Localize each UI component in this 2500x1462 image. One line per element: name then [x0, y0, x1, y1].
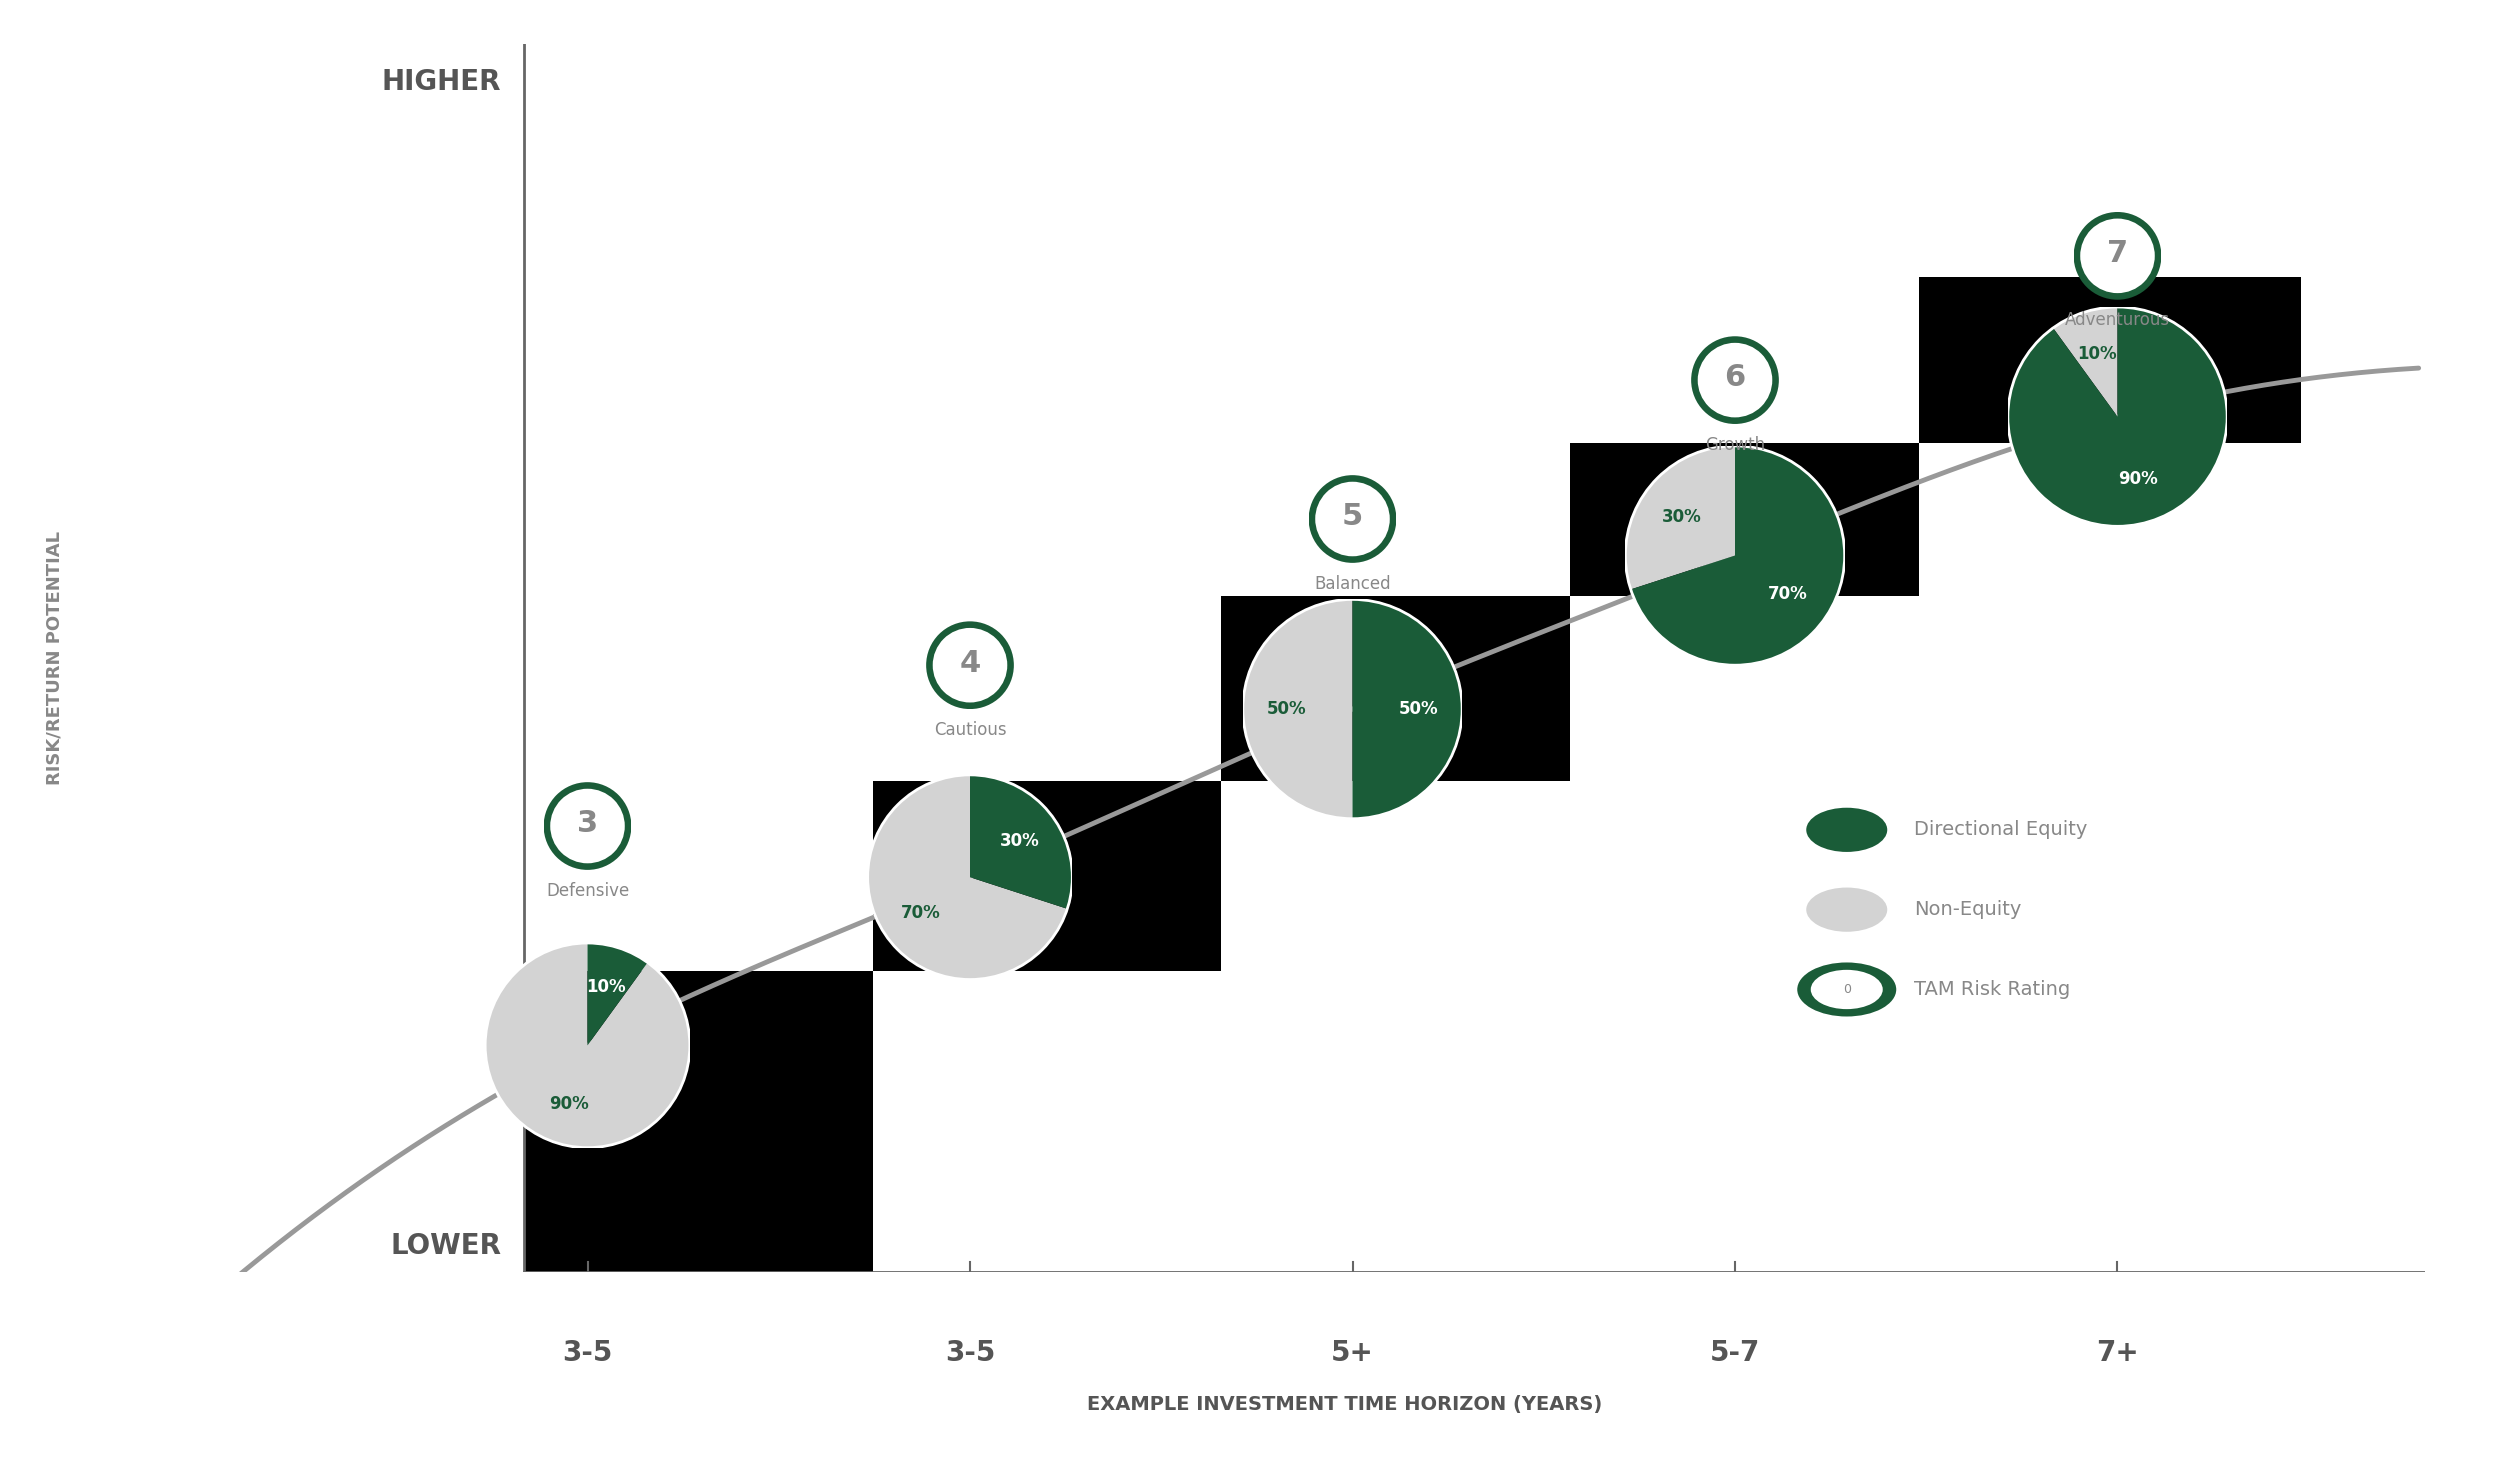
Text: Defensive: Defensive	[545, 882, 630, 899]
Circle shape	[925, 621, 1015, 709]
Wedge shape	[2052, 307, 2118, 417]
Text: 50%: 50%	[1398, 700, 1438, 718]
Wedge shape	[2008, 307, 2228, 526]
Bar	[1222, 596, 1570, 781]
Bar	[1570, 443, 1920, 596]
Text: LOWER: LOWER	[390, 1231, 500, 1260]
Text: Directional Equity: Directional Equity	[1915, 820, 2088, 839]
Text: TAM Risk Rating: TAM Risk Rating	[1915, 980, 2070, 999]
Circle shape	[932, 629, 1008, 703]
Wedge shape	[1625, 446, 1735, 589]
Text: 7: 7	[2108, 240, 2128, 268]
Circle shape	[542, 782, 632, 870]
Text: 5-7: 5-7	[1710, 1339, 1760, 1367]
Text: HIGHER: HIGHER	[382, 69, 500, 96]
Circle shape	[1805, 887, 1888, 931]
Text: 30%: 30%	[1662, 507, 1702, 526]
Text: 6: 6	[1725, 364, 1745, 392]
Text: Non-Equity: Non-Equity	[1915, 901, 2022, 920]
Text: Cautious: Cautious	[932, 721, 1008, 738]
Text: EXAMPLE INVESTMENT TIME HORIZON (YEARS): EXAMPLE INVESTMENT TIME HORIZON (YEARS)	[1088, 1395, 1602, 1414]
Text: 10%: 10%	[588, 978, 628, 996]
Text: 90%: 90%	[548, 1095, 588, 1113]
Bar	[525, 1161, 872, 1272]
Text: 3: 3	[578, 810, 598, 838]
Circle shape	[1690, 336, 1780, 424]
Circle shape	[2080, 218, 2155, 292]
Wedge shape	[1352, 599, 1462, 819]
Text: 4: 4	[960, 649, 980, 677]
Wedge shape	[970, 775, 1072, 909]
Circle shape	[1698, 342, 1772, 417]
Text: 3-5: 3-5	[562, 1339, 612, 1367]
Text: 50%: 50%	[1268, 700, 1308, 718]
Text: 70%: 70%	[900, 905, 940, 923]
Circle shape	[1810, 969, 1882, 1009]
Text: 7+: 7+	[2095, 1339, 2140, 1367]
Wedge shape	[588, 943, 648, 1045]
Circle shape	[1798, 962, 1898, 1016]
Circle shape	[1308, 475, 1398, 563]
Wedge shape	[867, 775, 1068, 980]
Text: 70%: 70%	[1768, 585, 1808, 604]
Text: 90%: 90%	[2118, 471, 2158, 488]
Wedge shape	[485, 943, 690, 1148]
Wedge shape	[1630, 446, 1845, 665]
Text: Adventurous: Adventurous	[2065, 311, 2170, 329]
Text: 10%: 10%	[2078, 345, 2118, 363]
Text: Balanced: Balanced	[1315, 575, 1390, 592]
Text: 0: 0	[1842, 982, 1850, 996]
Text: RISK/RETURN POTENTIAL: RISK/RETURN POTENTIAL	[45, 531, 65, 785]
FancyBboxPatch shape	[1772, 750, 2335, 1020]
Text: Growth: Growth	[1705, 436, 1765, 453]
Circle shape	[2072, 212, 2162, 300]
Circle shape	[550, 788, 625, 863]
Text: 3-5: 3-5	[945, 1339, 995, 1367]
Bar	[1920, 278, 2302, 443]
Text: 5+: 5+	[1330, 1339, 1375, 1367]
Wedge shape	[1242, 599, 1352, 819]
Circle shape	[1315, 481, 1390, 557]
Bar	[872, 781, 1222, 971]
Text: 5: 5	[1342, 503, 1362, 531]
Bar	[525, 971, 872, 1161]
Text: 30%: 30%	[1000, 832, 1040, 849]
Circle shape	[1805, 807, 1888, 852]
